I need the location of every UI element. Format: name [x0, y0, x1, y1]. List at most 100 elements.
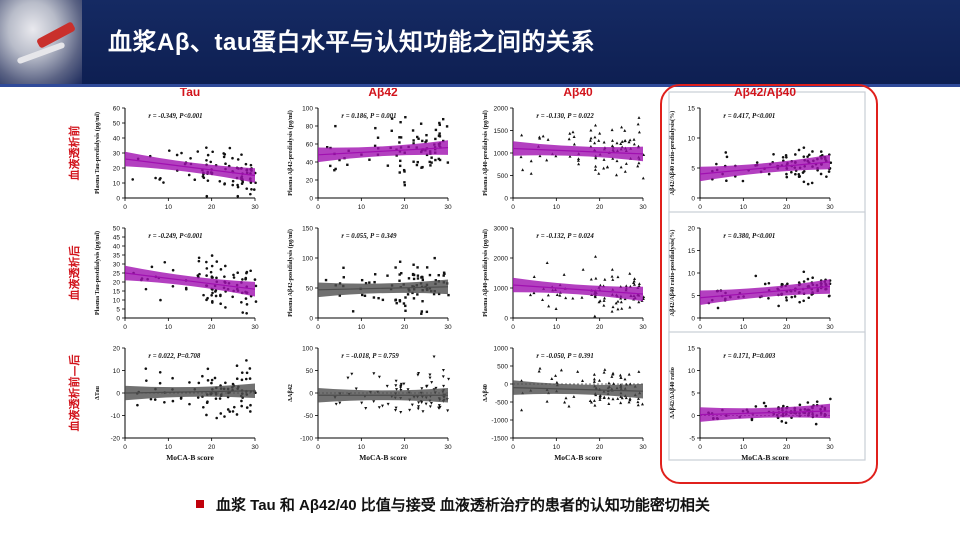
row-label: 血液透析前—后 [67, 355, 81, 432]
data-point [399, 136, 403, 139]
data-point [210, 293, 213, 297]
data-point [592, 372, 596, 376]
data-point [394, 379, 398, 383]
data-point [602, 166, 606, 170]
data-point [802, 180, 806, 184]
data-point [407, 277, 411, 280]
data-point [767, 296, 770, 300]
data-point [406, 388, 410, 392]
data-point [163, 260, 167, 264]
y-tick-label: 30 [113, 151, 121, 158]
data-point [248, 367, 252, 370]
data-point [554, 307, 558, 310]
data-point [637, 370, 641, 373]
data-point [767, 281, 771, 285]
data-point [420, 387, 424, 391]
data-point [386, 274, 389, 277]
data-point [807, 153, 811, 157]
data-point [597, 171, 601, 175]
data-point [421, 139, 424, 143]
row-label: 血液透析后 [67, 246, 81, 301]
data-point [616, 275, 620, 279]
data-point [398, 260, 402, 263]
y-tick-label: 3000 [494, 226, 509, 233]
data-point [619, 376, 623, 379]
data-point [438, 158, 442, 162]
data-point [572, 142, 576, 146]
x-tick-label: 30 [639, 444, 647, 451]
data-point [593, 314, 597, 318]
data-point [231, 295, 234, 299]
fit-line [512, 387, 644, 392]
data-point [372, 372, 376, 376]
slide-title: 血浆Aβ、tau蛋白水平与认知功能之间的关系 [108, 29, 595, 56]
data-point [145, 379, 148, 383]
data-point [827, 294, 831, 298]
y-tick-label: 20 [113, 166, 121, 173]
data-point [636, 400, 640, 404]
data-point [417, 405, 421, 409]
data-point [437, 404, 441, 407]
y-tick-label: 15 [688, 248, 696, 255]
data-point [171, 268, 175, 272]
data-point [589, 400, 593, 404]
data-point [434, 128, 438, 132]
x-tick-label: 0 [511, 444, 515, 451]
data-point [210, 381, 213, 385]
stat-annotation: r = 0.380, P<0.001 [723, 233, 775, 240]
y-tick-label: 0 [116, 316, 120, 323]
data-point [408, 408, 412, 412]
data-point [434, 137, 437, 141]
data-point [206, 379, 210, 382]
data-point [402, 382, 406, 386]
data-point [806, 277, 810, 281]
data-point [228, 410, 232, 413]
data-point [215, 276, 218, 280]
y-tick-label: 5 [116, 307, 120, 314]
stat-annotation: r = -0.132, P = 0.024 [536, 233, 594, 240]
bullet-icon [196, 500, 204, 508]
data-point [244, 297, 248, 300]
data-point [806, 401, 810, 404]
x-tick-label: 20 [596, 324, 604, 331]
data-point [637, 130, 641, 134]
data-point [334, 167, 337, 171]
data-point [224, 381, 227, 385]
data-point [545, 158, 549, 162]
data-point [205, 267, 209, 270]
data-point [767, 172, 771, 176]
data-point [589, 277, 593, 281]
data-point [442, 274, 445, 277]
x-tick-label: 10 [740, 324, 748, 331]
x-tick-label: 30 [444, 324, 452, 331]
data-point [597, 139, 601, 142]
data-point [764, 404, 768, 408]
data-point [815, 400, 819, 403]
data-point [636, 397, 640, 400]
data-point [416, 293, 419, 296]
data-point [248, 377, 252, 380]
data-point [394, 384, 398, 388]
data-point [377, 296, 380, 300]
data-point [594, 276, 598, 280]
data-point [205, 158, 208, 162]
data-point [636, 164, 640, 168]
data-point [424, 402, 428, 406]
data-point [594, 164, 598, 168]
y-tick-label: 2000 [494, 256, 509, 263]
data-point [136, 403, 139, 407]
data-point [589, 136, 593, 140]
data-point [412, 297, 416, 300]
data-point [394, 266, 397, 269]
data-point [202, 176, 206, 180]
data-point [329, 164, 332, 168]
data-point [373, 144, 377, 148]
x-tick-label: 30 [444, 204, 452, 211]
data-point [588, 399, 592, 403]
data-point [797, 148, 801, 152]
y-tick-label: 0 [309, 391, 313, 398]
data-point [725, 155, 729, 159]
data-point [368, 158, 371, 161]
data-point [794, 172, 797, 176]
data-point [415, 163, 419, 167]
